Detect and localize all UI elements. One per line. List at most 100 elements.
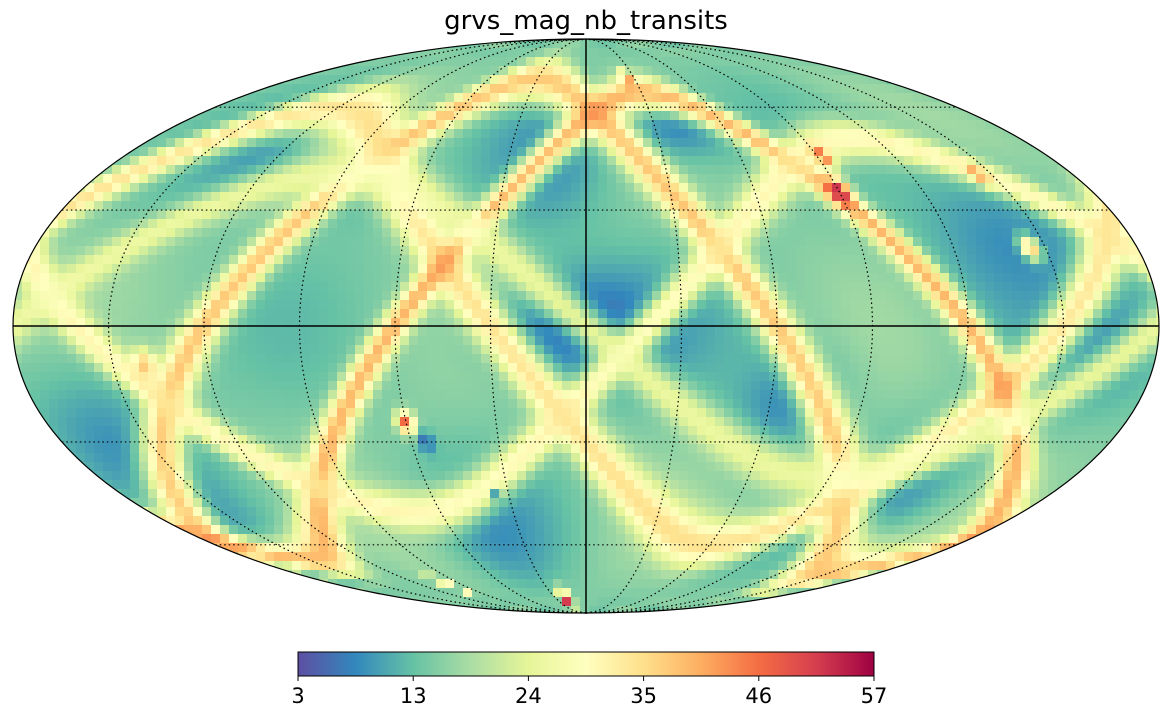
map-pixel	[409, 138, 419, 148]
map-pixel	[328, 93, 338, 103]
map-pixel	[940, 120, 950, 130]
map-pixel	[373, 147, 383, 157]
map-pixel	[400, 354, 410, 364]
map-pixel	[310, 246, 320, 256]
map-pixel	[202, 129, 212, 139]
map-pixel	[895, 93, 905, 103]
map-pixel	[607, 282, 617, 292]
map-pixel	[526, 363, 536, 373]
map-pixel	[814, 237, 824, 247]
map-pixel	[778, 282, 788, 292]
map-pixel	[931, 444, 941, 454]
map-pixel	[355, 399, 365, 409]
map-pixel	[643, 66, 653, 76]
map-pixel	[985, 354, 995, 364]
map-pixel	[778, 120, 788, 130]
map-pixel	[769, 165, 779, 175]
map-pixel	[346, 408, 356, 418]
map-pixel	[238, 174, 248, 184]
map-pixel	[40, 255, 50, 265]
map-pixel	[1129, 381, 1139, 391]
map-pixel	[382, 210, 392, 220]
map-pixel	[1075, 282, 1085, 292]
map-pixel	[139, 291, 149, 301]
map-pixel	[157, 399, 167, 409]
map-pixel	[157, 174, 167, 184]
map-pixel	[355, 228, 365, 238]
map-pixel	[319, 165, 329, 175]
map-pixel	[526, 192, 536, 202]
map-pixel	[850, 336, 860, 346]
map-pixel	[40, 363, 50, 373]
map-pixel	[355, 318, 365, 328]
map-pixel	[382, 93, 392, 103]
map-pixel	[787, 372, 797, 382]
map-pixel	[553, 327, 563, 337]
map-pixel	[976, 291, 986, 301]
map-pixel	[373, 300, 383, 310]
map-pixel	[481, 300, 491, 310]
map-pixel	[112, 228, 122, 238]
map-pixel	[1066, 174, 1076, 184]
map-pixel	[121, 354, 131, 364]
map-pixel	[1048, 165, 1058, 175]
map-pixel	[463, 426, 473, 436]
map-pixel	[391, 210, 401, 220]
map-pixel	[976, 219, 986, 229]
map-pixel	[1003, 246, 1013, 256]
map-pixel	[481, 93, 491, 103]
map-pixel	[949, 246, 959, 256]
map-pixel	[634, 156, 644, 166]
map-pixel	[553, 300, 563, 310]
map-pixel	[301, 273, 311, 283]
map-pixel	[616, 210, 626, 220]
map-pixel	[184, 138, 194, 148]
map-pixel	[292, 399, 302, 409]
map-pixel	[760, 84, 770, 94]
map-pixel	[697, 183, 707, 193]
map-pixel	[445, 390, 455, 400]
map-pixel	[931, 300, 941, 310]
map-pixel	[157, 417, 167, 427]
map-pixel	[130, 354, 140, 364]
map-pixel	[265, 183, 275, 193]
map-pixel	[328, 336, 338, 346]
map-pixel	[229, 408, 239, 418]
map-pixel	[157, 129, 167, 139]
map-pixel	[616, 147, 626, 157]
map-pixel	[715, 120, 725, 130]
map-pixel	[355, 210, 365, 220]
map-pixel	[553, 228, 563, 238]
map-pixel	[373, 444, 383, 454]
map-pixel	[166, 210, 176, 220]
map-pixel	[1066, 390, 1076, 400]
map-pixel	[823, 408, 833, 418]
map-pixel	[652, 165, 662, 175]
map-pixel	[544, 111, 554, 121]
map-pixel	[1147, 318, 1157, 328]
map-pixel	[508, 210, 518, 220]
map-pixel	[202, 309, 212, 319]
map-pixel	[616, 264, 626, 274]
map-pixel	[1075, 426, 1085, 436]
map-pixel	[715, 345, 725, 355]
map-pixel	[976, 210, 986, 220]
map-pixel	[598, 318, 608, 328]
map-pixel	[1021, 444, 1031, 454]
map-pixel	[220, 174, 230, 184]
map-pixel	[481, 147, 491, 157]
map-pixel	[868, 372, 878, 382]
map-pixel	[733, 84, 743, 94]
map-pixel	[832, 111, 842, 121]
map-pixel	[895, 444, 905, 454]
map-pixel	[445, 291, 455, 301]
map-pixel	[364, 372, 374, 382]
map-pixel	[337, 246, 347, 256]
map-pixel	[256, 300, 266, 310]
map-pixel	[238, 399, 248, 409]
map-pixel	[661, 156, 671, 166]
map-pixel	[355, 246, 365, 256]
map-pixel	[1102, 318, 1112, 328]
map-pixel	[76, 336, 86, 346]
map-pixel	[625, 201, 635, 211]
